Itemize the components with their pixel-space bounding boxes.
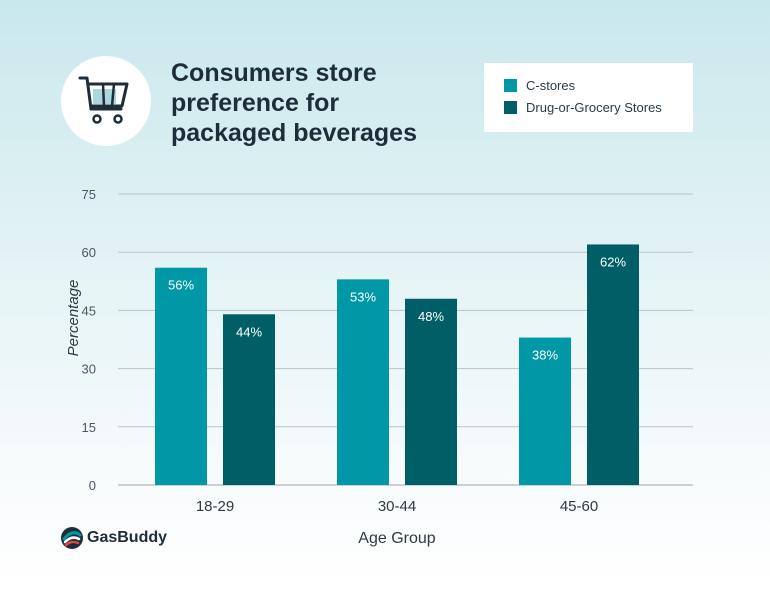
x-tick-label: 18-29 — [196, 498, 234, 515]
data-label: 56% — [168, 278, 194, 293]
y-tick-label: 30 — [82, 362, 96, 377]
bar — [519, 337, 571, 485]
bar — [587, 244, 639, 485]
bar — [405, 298, 457, 485]
legend-label-grocery: Drug-or-Grocery Stores — [526, 100, 662, 115]
bar — [223, 314, 275, 485]
bar — [337, 279, 389, 485]
x-axis-label: Age Group — [358, 530, 435, 547]
cart-icon-badge — [61, 56, 151, 146]
data-label: 48% — [418, 309, 444, 324]
x-tick-label: 30-44 — [378, 498, 416, 515]
y-tick-label: 0 — [89, 478, 96, 493]
gasbuddy-logo-icon — [61, 527, 83, 549]
x-tick-label: 45-60 — [560, 498, 598, 515]
y-tick-label: 15 — [82, 420, 96, 435]
chart-title: Consumers store preference for packaged … — [171, 59, 417, 147]
chart-legend: C-stores Drug-or-Grocery Stores — [484, 63, 693, 132]
data-label: 62% — [600, 254, 626, 269]
data-label: 53% — [350, 289, 376, 304]
shopping-cart-icon — [78, 76, 129, 124]
legend-label-c-stores: C-stores — [526, 78, 576, 93]
y-tick-label: 75 — [82, 187, 96, 202]
data-label: 38% — [532, 348, 558, 363]
y-tick-label: 45 — [82, 303, 96, 318]
logo-text: GasBuddy — [87, 529, 168, 546]
y-axis-label: Percentage — [65, 280, 82, 357]
y-tick-label: 60 — [82, 245, 96, 260]
legend-swatch-grocery — [504, 101, 517, 114]
legend-swatch-c-stores — [504, 79, 517, 92]
data-label: 44% — [236, 324, 262, 339]
bar — [155, 267, 207, 485]
